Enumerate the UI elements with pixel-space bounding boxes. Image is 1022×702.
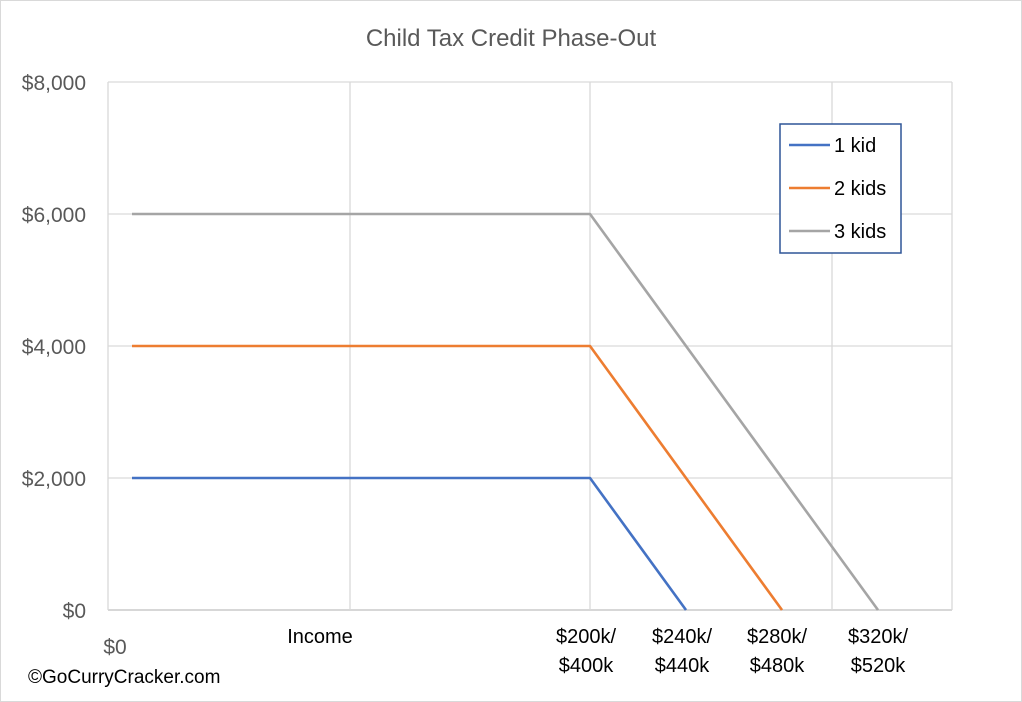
x-tick-label: $200k/$400k	[556, 626, 616, 677]
x-tick-label: $240k/$440k	[652, 626, 712, 677]
y-tick-label: $6,000	[22, 204, 86, 227]
chart-title: Child Tax Credit Phase-Out	[366, 25, 657, 52]
y-tick-label: $2,000	[22, 468, 86, 491]
legend: 1 kid 2 kids 3 kids	[779, 123, 902, 254]
x-tick-label: Income	[287, 626, 353, 648]
y-tick-label: $4,000	[22, 336, 86, 359]
series-lines	[132, 212, 880, 611]
credit-text: ©GoCurryCracker.com	[28, 667, 220, 688]
legend-label: 2 kids	[834, 178, 886, 200]
y-tick-label: $0	[63, 600, 86, 623]
series-line-3-kids	[132, 212, 880, 611]
y-tick-labels: $0 $2,000 $4,000 $6,000 $8,000	[22, 72, 86, 623]
x-tick-label: $280k/$480k	[747, 626, 807, 677]
y-tick-label: $8,000	[22, 72, 86, 95]
series-line-2-kids	[132, 344, 784, 611]
x-tick-labels: $0 Income $200k/$400k $240k/$440k $280k/$480…	[103, 626, 908, 677]
legend-label: 3 kids	[834, 221, 886, 243]
x-tick-label: $320k/$520k	[848, 626, 908, 677]
legend-label: 1 kid	[834, 135, 876, 157]
series-line-1-kid	[132, 476, 688, 611]
x-tick-label: $0	[103, 636, 126, 659]
